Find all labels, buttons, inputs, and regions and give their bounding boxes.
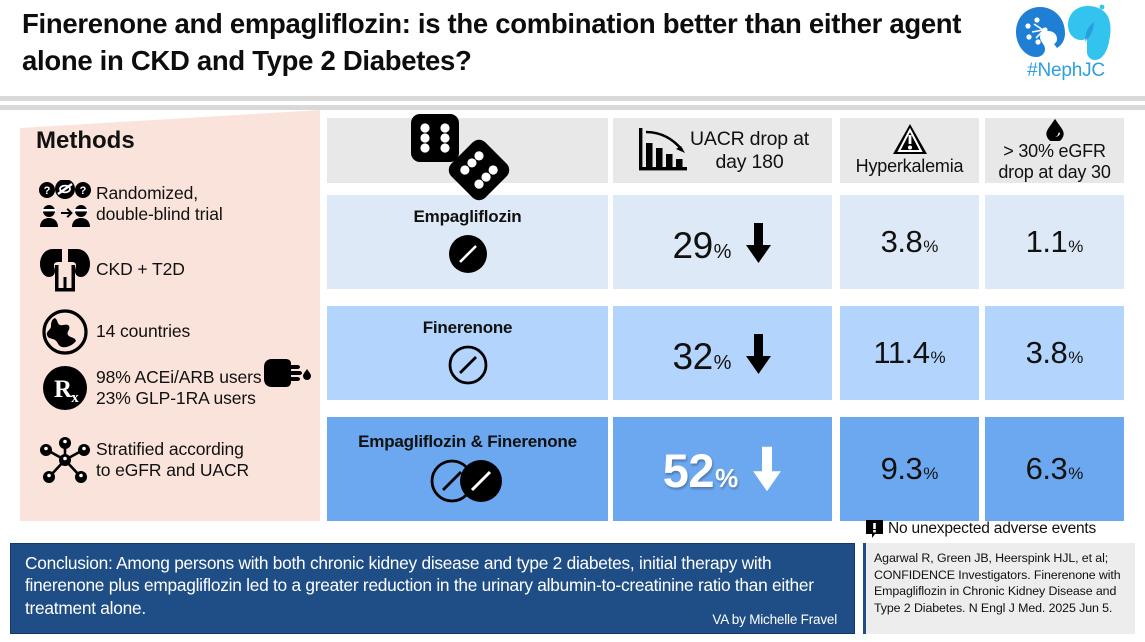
value-percent: % — [930, 348, 946, 367]
value-percent: % — [1068, 237, 1084, 256]
warning-triangle-icon — [892, 124, 927, 155]
filled-pill-icon — [448, 235, 487, 273]
two-pills-icon — [430, 459, 502, 503]
methods-item-countries: 14 countries — [34, 308, 190, 356]
methods-item-ckd-t2d: CKD + T2D — [34, 247, 185, 293]
svg-text:R: R — [54, 376, 73, 403]
arm-label: Empagliflozin & Finerenone — [358, 432, 577, 451]
value-number: 52 — [662, 443, 715, 497]
logo-label: #NephJC — [1027, 60, 1105, 81]
dice-icon — [411, 114, 510, 201]
cell-uacr-combination: 52 % — [613, 417, 832, 521]
methods-panel: Methods ? ? Randomized, double-blind tria… — [20, 110, 320, 521]
cell-uacr-finerenone: 32 % — [613, 306, 832, 400]
value-percent: % — [923, 237, 939, 256]
value-number: 9.3 — [880, 451, 923, 486]
down-arrow-icon — [746, 222, 772, 263]
cell-hyperkalemia-empagliflozin: 3.8 % — [840, 195, 979, 289]
arm-label: Finerenone — [422, 318, 513, 337]
cell-hyperkalemia-combination: 9.3 % — [840, 417, 979, 521]
citation-box: Agarwal R, Green JB, Heerspink HJL, et a… — [863, 543, 1135, 634]
kidney-logo-icon — [1016, 4, 1111, 60]
prescription-rx-icon: R x — [34, 363, 96, 413]
value-number: 32 — [672, 335, 714, 377]
methods-item-label: 14 countries — [96, 321, 191, 342]
stratification-network-icon — [34, 435, 96, 485]
grid-header-egfr-label: > 30% eGFR drop at day 30 — [998, 140, 1111, 182]
cell-egfr-finerenone: 3.8 % — [985, 306, 1124, 400]
header-divider-top — [0, 96, 1145, 101]
methods-item-label: 98% ACEi/ARB users 23% GLP-1RA users — [96, 366, 262, 408]
svg-text:?: ? — [80, 185, 87, 197]
value-number: 1.1 — [1025, 224, 1068, 259]
methods-item-label: CKD + T2D — [96, 259, 185, 280]
methods-item-stratification: Stratified according to eGFR and UACR — [34, 435, 249, 485]
svg-text:x: x — [71, 390, 79, 406]
hand-bloodglucose-icon — [262, 355, 314, 400]
exclamation-badge-icon — [866, 520, 883, 538]
cell-uacr-empagliflozin: 29 % — [613, 195, 832, 289]
conclusion-banner: Conclusion: Among persons with both chro… — [10, 543, 855, 634]
globe-icon — [34, 308, 96, 356]
header-divider-bottom — [0, 105, 1145, 110]
value-percent: % — [1068, 348, 1084, 367]
grid-header-uacr-label: UACR drop at day 180 — [690, 127, 809, 173]
grid-header-hyperkalemia: Hyperkalemia — [840, 118, 979, 183]
value-percent: % — [1068, 464, 1084, 483]
table-row-arm-combination: Empagliflozin & Finerenone — [327, 417, 608, 521]
cell-egfr-combination: 6.3 % — [985, 417, 1124, 521]
nephjc-logo: #NephJC — [1000, 4, 1132, 88]
page-header: Finerenone and empagliflozin: is the com… — [0, 0, 1145, 110]
cell-egfr-empagliflozin: 1.1 % — [985, 195, 1124, 289]
outline-pill-icon — [448, 345, 487, 385]
value-number: 29 — [672, 224, 714, 266]
conclusion-credit: VA by Michelle Fravel — [712, 612, 837, 627]
methods-title: Methods — [36, 127, 135, 154]
page-title: Finerenone and empagliflozin: is the com… — [22, 8, 962, 76]
table-row-arm-empagliflozin: Empagliflozin — [327, 195, 608, 289]
value-percent: % — [923, 464, 939, 483]
grid-header-uacr: UACR drop at day 180 — [613, 118, 832, 183]
conclusion-text: Conclusion: Among persons with both chro… — [25, 553, 814, 618]
methods-item-label: Stratified according to eGFR and UACR — [96, 438, 250, 480]
kidneys-icon — [34, 247, 96, 293]
down-arrow-icon — [746, 333, 772, 374]
value-number: 3.8 — [880, 224, 923, 259]
grid-header-hyperkalemia-label: Hyperkalemia — [855, 156, 964, 177]
value-percent: % — [713, 351, 732, 374]
arm-label: Empagliflozin — [413, 207, 522, 226]
value-number: 11.4 — [873, 335, 930, 370]
methods-item-label: Randomized, double-blind trial — [96, 182, 223, 224]
methods-item-medications: R x 98% ACEi/ARB users 23% GLP-1RA users — [34, 363, 262, 413]
adverse-events-label: No unexpected adverse events — [888, 520, 1097, 537]
table-row-arm-finerenone: Finerenone — [327, 306, 608, 400]
methods-item-randomization: ? ? Randomized, double-blind trial — [34, 180, 223, 228]
value-percent: % — [715, 462, 739, 493]
svg-text:?: ? — [44, 185, 51, 197]
adverse-events-note: No unexpected adverse events — [866, 519, 1141, 539]
down-arrow-white-icon — [753, 446, 782, 491]
blood-drop-icon — [1045, 118, 1064, 141]
value-number: 6.3 — [1025, 451, 1068, 486]
citation-text: Agarwal R, Green JB, Heerspink HJL, et a… — [874, 551, 1121, 615]
value-percent: % — [713, 240, 732, 263]
value-number: 3.8 — [1025, 335, 1068, 370]
declining-bar-chart-icon — [639, 127, 687, 170]
value-uacr: 29 % — [673, 218, 773, 267]
cell-hyperkalemia-finerenone: 11.4 % — [840, 306, 979, 400]
grid-header-egfr: > 30% eGFR drop at day 30 — [985, 118, 1124, 183]
randomization-icon: ? ? — [34, 180, 96, 228]
